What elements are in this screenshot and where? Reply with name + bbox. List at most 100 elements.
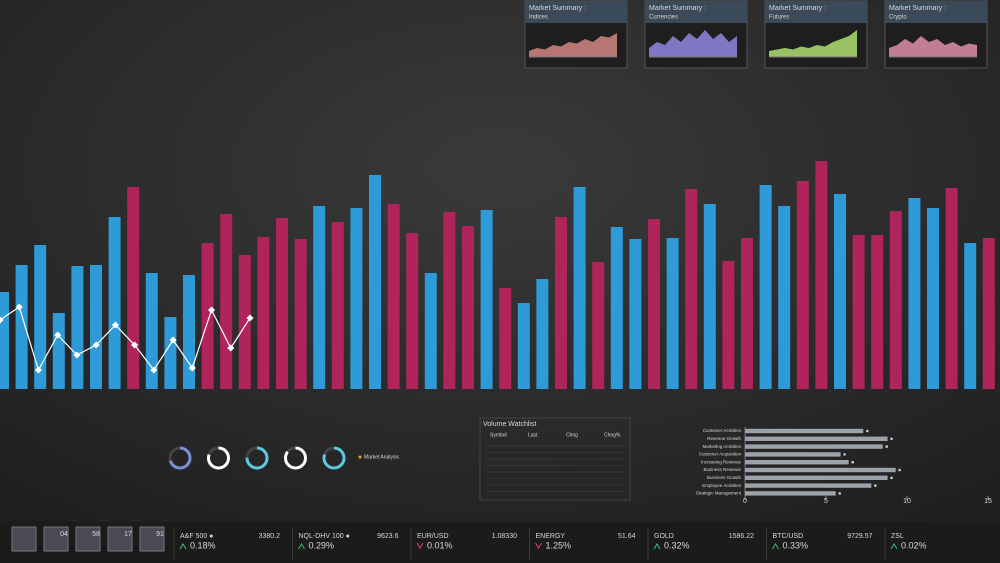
donut (245, 446, 269, 470)
area (649, 30, 737, 57)
line (0, 306, 251, 372)
bar (648, 219, 660, 389)
bar (685, 189, 698, 389)
bar-dot (843, 453, 846, 456)
ticker-name: NQL-DHV 100 ● (299, 533, 350, 540)
bar (183, 275, 195, 389)
line-point (169, 336, 177, 344)
panel-title: Market Summary : (649, 5, 706, 12)
bar (815, 161, 828, 389)
bar (462, 226, 474, 389)
bar (294, 239, 307, 389)
ticker-price: 3380.2 (259, 533, 281, 540)
bar (889, 211, 902, 389)
donut (284, 446, 307, 470)
ticker-change: 1.25% (546, 540, 572, 550)
bar (0, 292, 9, 389)
bar (834, 194, 846, 389)
bar (499, 288, 512, 389)
donut-title: Market Analysis (364, 454, 400, 460)
bar (406, 233, 419, 389)
line-point (208, 306, 216, 314)
bar (52, 313, 65, 389)
bar (964, 243, 977, 389)
ticker-change: 0.29% (309, 540, 335, 550)
ticker-name: BTC/USD (773, 533, 804, 540)
counter-box (107, 526, 133, 552)
bar (745, 452, 841, 457)
x-tick-label: 10 (903, 498, 911, 505)
counter-box (75, 526, 101, 552)
ticker-price: 9623.6 (377, 533, 399, 540)
bar (257, 237, 270, 389)
bar (145, 273, 158, 389)
bar (34, 245, 47, 389)
bar (313, 206, 326, 389)
bar (369, 175, 381, 389)
y-tick-label: Employee Activities (702, 483, 742, 488)
bar-dot (890, 476, 893, 480)
bar-dot (890, 437, 893, 441)
panel-subtitle: Futures (769, 15, 789, 21)
y-tick-label: Customer Acquisition (699, 452, 742, 457)
line-point (227, 344, 235, 352)
bar-dot (865, 429, 869, 433)
panel-header (885, 1, 987, 23)
line-point (111, 321, 119, 329)
bar (331, 222, 344, 389)
y-tick-label: Increasing Revenue (701, 459, 742, 464)
line-point (131, 341, 139, 349)
ticker-name: EUR/USD (417, 533, 449, 540)
line-point (150, 366, 158, 374)
ticker-name: GOLD (654, 533, 674, 540)
counter-box (11, 526, 37, 552)
bar (745, 444, 883, 449)
bar (387, 204, 400, 389)
counter: 17 (124, 531, 132, 538)
ticker-arrow (653, 543, 661, 550)
x-tick-label: 15 (984, 498, 992, 505)
panel-header (525, 1, 627, 23)
bar (778, 206, 791, 389)
panel-title: Market Summary : (889, 5, 946, 12)
ticker-arrow (179, 543, 187, 550)
column-header: Chng (566, 432, 578, 438)
ticker-band (0, 522, 1000, 563)
bar (350, 208, 363, 389)
bar (71, 266, 84, 389)
line-point (54, 331, 62, 339)
bar (722, 261, 735, 389)
line-point (0, 316, 4, 324)
donut (168, 446, 192, 470)
ticker-change: 0.02% (901, 540, 927, 550)
y-tick-label: Revenue Growth (707, 436, 741, 441)
watchlist-frame (479, 417, 631, 501)
ticker-change: 0.33% (783, 540, 809, 550)
bar (443, 212, 456, 389)
line-point (188, 364, 196, 372)
watchlist-title: Volume Watchlist (483, 421, 536, 428)
counter-box (139, 526, 165, 552)
bar (745, 483, 872, 488)
bar (164, 317, 177, 389)
counter: 04 (60, 531, 68, 538)
panel-subtitle: Indices (529, 15, 548, 21)
bar (852, 235, 865, 389)
bar (745, 475, 888, 480)
bar (573, 187, 586, 389)
bar (927, 208, 939, 389)
ticker-name: A&F 500 ● (180, 533, 213, 540)
bar (480, 210, 493, 389)
ticker-arrow (298, 543, 305, 550)
counter-box (43, 526, 69, 552)
line-point (246, 314, 254, 322)
donut (207, 446, 230, 470)
ticker-name: ENERGY (536, 533, 566, 540)
counter: 91 (156, 531, 164, 538)
y-tick-label: Business Revenue (703, 467, 741, 472)
y-tick-label: Business Growth (707, 475, 742, 480)
bar (796, 181, 809, 389)
bar (945, 188, 958, 389)
bar (220, 214, 233, 389)
